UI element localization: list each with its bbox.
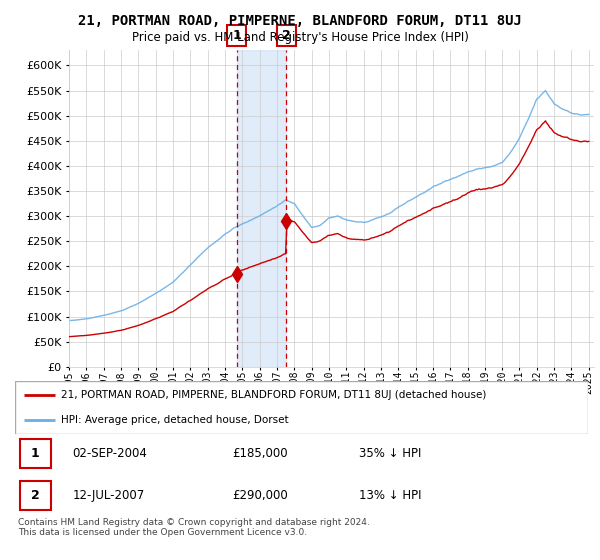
FancyBboxPatch shape	[20, 439, 51, 468]
Text: 13% ↓ HPI: 13% ↓ HPI	[359, 489, 421, 502]
Text: 35% ↓ HPI: 35% ↓ HPI	[359, 447, 421, 460]
Text: 2: 2	[31, 489, 40, 502]
Text: HPI: Average price, detached house, Dorset: HPI: Average price, detached house, Dors…	[61, 414, 289, 424]
Text: Price paid vs. HM Land Registry's House Price Index (HPI): Price paid vs. HM Land Registry's House …	[131, 31, 469, 44]
FancyBboxPatch shape	[277, 25, 296, 46]
Bar	[236, 50, 286, 367]
Text: Contains HM Land Registry data © Crown copyright and database right 2024.
This d: Contains HM Land Registry data © Crown c…	[18, 518, 370, 538]
Text: 02-SEP-2004: 02-SEP-2004	[73, 447, 147, 460]
Text: 21, PORTMAN ROAD, PIMPERNE, BLANDFORD FORUM, DT11 8UJ (detached house): 21, PORTMAN ROAD, PIMPERNE, BLANDFORD FO…	[61, 390, 486, 400]
Text: 1: 1	[232, 29, 241, 43]
Text: £290,000: £290,000	[233, 489, 289, 502]
Text: 21, PORTMAN ROAD, PIMPERNE, BLANDFORD FORUM, DT11 8UJ: 21, PORTMAN ROAD, PIMPERNE, BLANDFORD FO…	[78, 14, 522, 28]
FancyBboxPatch shape	[227, 25, 246, 46]
Text: 1: 1	[31, 447, 40, 460]
Text: 2: 2	[282, 29, 290, 43]
FancyBboxPatch shape	[15, 381, 588, 434]
FancyBboxPatch shape	[20, 482, 51, 510]
Text: 12-JUL-2007: 12-JUL-2007	[73, 489, 145, 502]
Text: £185,000: £185,000	[233, 447, 289, 460]
